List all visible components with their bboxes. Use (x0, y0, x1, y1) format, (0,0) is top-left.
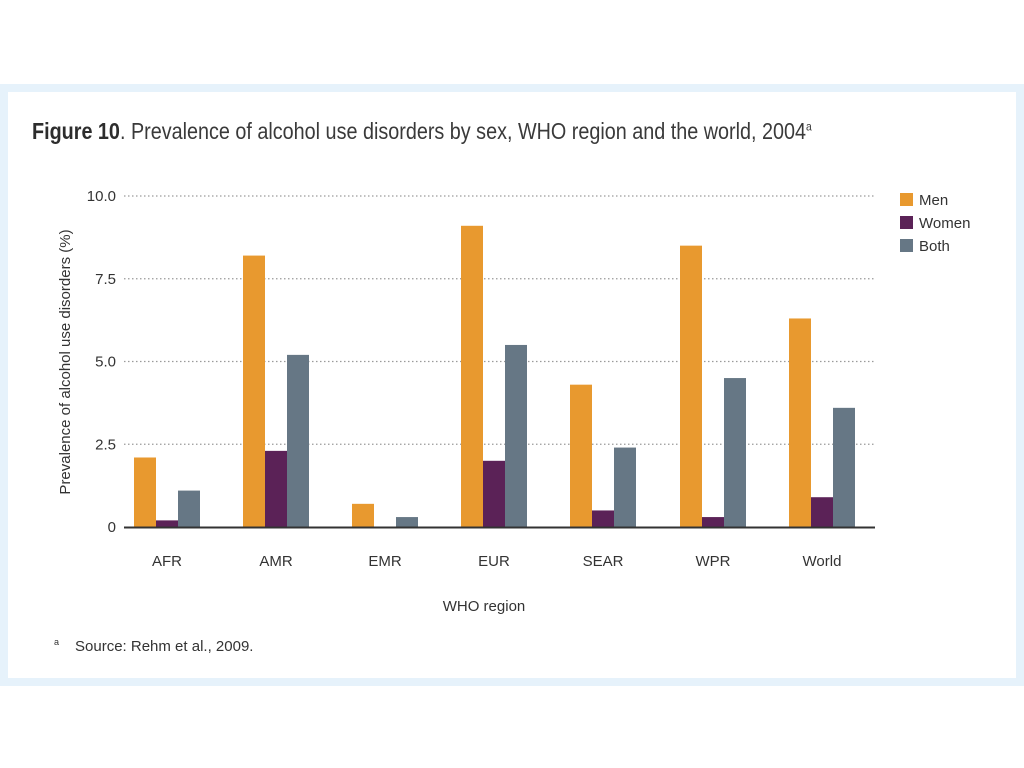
bar-both (833, 407, 855, 527)
legend-label-women: Women (919, 215, 970, 232)
x-tick-label: WPR (696, 553, 731, 570)
x-tick-label: World (803, 553, 842, 570)
figure-title-text: . Prevalence of alcohol use disorders by… (119, 118, 807, 144)
footnote-marker: a (54, 637, 60, 647)
legend-label-men: Men (919, 192, 948, 209)
bar-both (505, 344, 527, 527)
legend-swatch-both (900, 239, 913, 252)
x-axis-title: WHO region (443, 598, 526, 615)
bar-men (134, 457, 156, 527)
y-axis-title: Prevalence of alcohol use disorders (%) (57, 229, 74, 494)
x-tick-label: AFR (152, 553, 182, 570)
title-footnote-marker: a (806, 119, 812, 134)
y-tick-label: 10.0 (87, 188, 116, 205)
bar-men (570, 384, 592, 527)
y-tick-label: 5.0 (95, 354, 116, 371)
legend-swatch-women (900, 216, 913, 229)
bar-women (811, 497, 833, 527)
x-tick-label: SEAR (583, 553, 624, 570)
x-tick-label: EUR (478, 553, 510, 570)
bar-women (265, 450, 287, 527)
bar-both (614, 447, 636, 527)
footnote-text: Source: Rehm et al., 2009. (75, 638, 254, 655)
footnote: a Source: Rehm et al., 2009. (54, 637, 253, 655)
bar-men (352, 503, 374, 527)
bar-both (287, 354, 309, 527)
y-tick-label: 0 (108, 519, 116, 536)
bar-men (789, 318, 811, 527)
bar-men (461, 225, 483, 528)
x-tick-label: AMR (259, 553, 293, 570)
x-tick-label: EMR (368, 553, 402, 570)
bar-women (702, 517, 724, 527)
bar-both (724, 378, 746, 527)
bar-both (178, 490, 200, 527)
legend-swatch-men (900, 193, 913, 206)
bar-both (396, 517, 418, 527)
y-tick-label: 2.5 (95, 436, 116, 453)
bar-men (680, 245, 702, 527)
figure-title: Figure 10. Prevalence of alcohol use dis… (32, 118, 812, 145)
legend-label-both: Both (919, 238, 950, 255)
bar-women (156, 520, 178, 527)
figure-label: Figure 10 (32, 118, 120, 144)
bar-women (483, 460, 505, 527)
bar-women (592, 510, 614, 527)
bar-men (243, 255, 265, 527)
y-tick-label: 7.5 (95, 271, 116, 288)
